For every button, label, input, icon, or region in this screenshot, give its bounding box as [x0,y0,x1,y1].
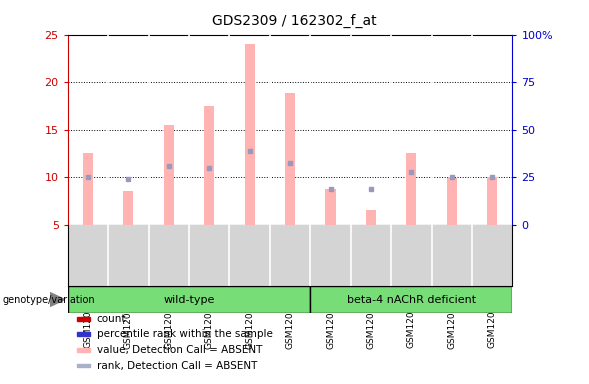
Bar [77,364,90,367]
Text: beta-4 nAChR deficient: beta-4 nAChR deficient [347,295,476,305]
Polygon shape [50,293,65,306]
Bar [487,177,497,225]
Text: genotype/variation: genotype/variation [3,295,95,305]
Text: value, Detection Call = ABSENT: value, Detection Call = ABSENT [97,345,262,355]
Text: rank, Detection Call = ABSENT: rank, Detection Call = ABSENT [97,361,257,371]
Bar [123,191,134,225]
Text: GDS2309 / 162302_f_at: GDS2309 / 162302_f_at [212,13,377,28]
Bar [446,178,457,225]
Bar [366,210,376,225]
Bar [83,153,93,225]
Bar [77,317,90,321]
Text: percentile rank within the sample: percentile rank within the sample [97,329,273,339]
Text: wild-type: wild-type [163,295,215,305]
Bar [77,348,90,352]
Bar [77,332,90,336]
Bar [164,125,174,225]
FancyBboxPatch shape [68,286,310,313]
Bar [285,93,295,225]
Bar [326,189,336,225]
Bar [244,44,254,225]
FancyBboxPatch shape [310,286,512,313]
Bar [406,153,416,225]
Bar [204,106,214,225]
Text: count: count [97,314,126,324]
